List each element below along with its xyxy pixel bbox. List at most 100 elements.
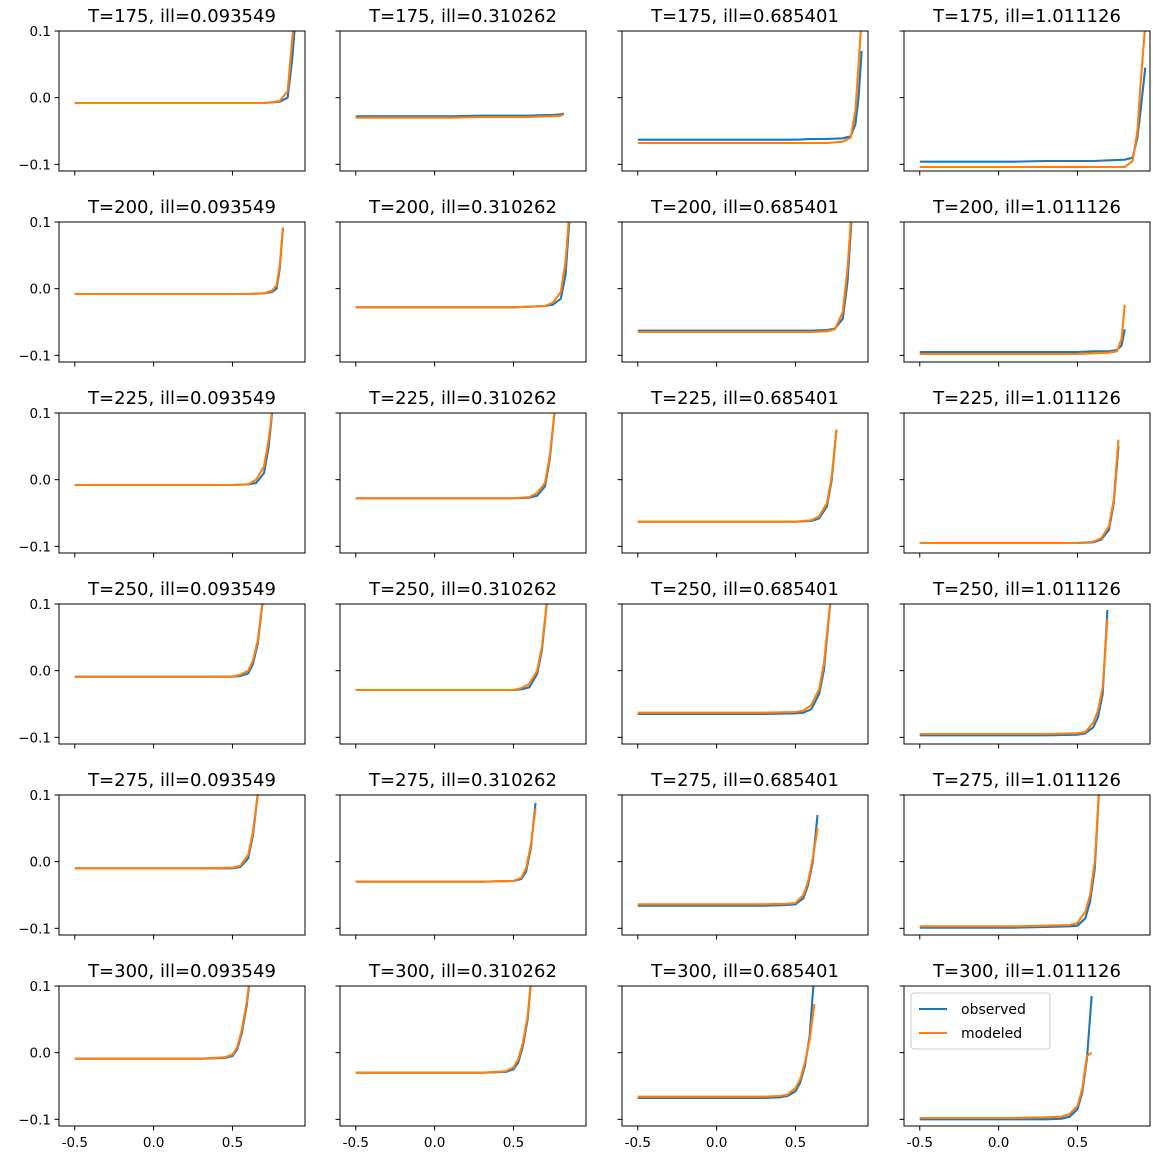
- x-tick-label: 0.5: [785, 1135, 806, 1151]
- subplot-title: T=175, ill=0.310262: [368, 6, 557, 27]
- subplot-title: T=175, ill=1.011126: [932, 6, 1121, 27]
- subplot-2: T=175, ill=0.310262: [335, 6, 587, 176]
- axes-frame: [339, 30, 587, 172]
- series-line-observed: [637, 604, 832, 716]
- series-line-modeled: [919, 31, 1146, 169]
- series-line-observed: [74, 31, 296, 105]
- subplot-title: T=250, ill=1.011126: [932, 579, 1121, 600]
- axes-frame: [339, 603, 587, 745]
- series-line-modeled: [355, 986, 532, 1074]
- axes-frame: [58, 794, 306, 936]
- x-tick-label: 0.0: [706, 1135, 727, 1151]
- series-line-modeled: [637, 222, 852, 334]
- series-line-observed: [637, 814, 819, 907]
- axes-frame: [58, 603, 306, 745]
- axes-frame: [58, 412, 306, 554]
- axes-frame: [903, 221, 1151, 363]
- series-line-observed: [637, 429, 838, 523]
- series-line-modeled: [355, 604, 548, 692]
- subplot-title: T=225, ill=0.093549: [87, 388, 276, 409]
- series-line-modeled: [919, 1051, 1093, 1120]
- subplot-title: T=200, ill=0.685401: [650, 197, 839, 218]
- subplot-24: T=300, ill=1.011126 -0.5 0.0 0.5 observed mod…: [899, 961, 1151, 1151]
- series-line-observed: [74, 413, 274, 487]
- series-line-modeled: [355, 808, 537, 883]
- axes-frame: [621, 603, 869, 745]
- subplot-title: T=300, ill=0.685401: [650, 961, 839, 982]
- y-tick-label: 0.1: [30, 215, 51, 231]
- series-line-observed: [355, 604, 548, 692]
- series-line-modeled: [637, 31, 862, 145]
- axes-frame: [621, 221, 869, 363]
- y-tick-label: −0.1: [18, 539, 51, 555]
- y-tick-label: 0.0: [30, 473, 51, 489]
- series-line-modeled: [74, 795, 259, 870]
- y-tick-label: 0.1: [30, 597, 51, 613]
- series-line-modeled: [74, 227, 284, 296]
- subplot-7: T=200, ill=0.685401: [617, 197, 869, 367]
- subplot-15: T=250, ill=0.685401: [617, 579, 869, 749]
- axes-frame: [58, 221, 306, 363]
- subplot-title: T=200, ill=0.093549: [87, 197, 276, 218]
- y-tick-label: −0.1: [18, 348, 51, 364]
- series-line-modeled: [919, 439, 1120, 545]
- subplot-title: T=175, ill=0.685401: [650, 6, 839, 27]
- subplot-title: T=275, ill=0.685401: [650, 770, 839, 791]
- series-line-observed: [355, 986, 532, 1074]
- y-tick-label: 0.1: [30, 979, 51, 995]
- subplot-20: T=275, ill=1.011126: [899, 770, 1151, 940]
- subplot-21: T=300, ill=0.093549 −0.1 0.0 0.1 -0.5 0.0 0.5: [18, 961, 306, 1151]
- series-line-modeled: [919, 618, 1109, 736]
- series-line-modeled: [355, 413, 556, 500]
- legend: observed modeled: [910, 992, 1051, 1050]
- subplot-title: T=275, ill=0.093549: [87, 770, 276, 791]
- subplot-title: T=300, ill=0.310262: [368, 961, 557, 982]
- series-line-modeled: [74, 604, 264, 678]
- axes-frame: [903, 985, 1151, 1127]
- y-tick-label: −0.1: [18, 1112, 51, 1128]
- subplot-23: T=300, ill=0.685401 -0.5 0.0 0.5: [617, 961, 869, 1151]
- series-line-observed: [919, 609, 1109, 737]
- y-tick-label: 0.1: [30, 788, 51, 804]
- axes-frame: [339, 412, 587, 554]
- series-line-observed: [919, 795, 1100, 929]
- subplot-title: T=300, ill=0.093549: [87, 961, 276, 982]
- x-tick-label: -0.5: [625, 1135, 651, 1151]
- y-tick-label: 0.0: [30, 282, 51, 298]
- subplot-1: T=175, ill=0.093549 −0.1 0.0 0.1: [18, 6, 306, 176]
- y-tick-label: 0.0: [30, 664, 51, 680]
- axes-frame: [339, 985, 587, 1127]
- axes-frame: [58, 30, 306, 172]
- axes-frame: [339, 221, 587, 363]
- series-line-observed: [919, 329, 1126, 354]
- subplot-19: T=275, ill=0.685401: [617, 770, 869, 940]
- series-line-observed: [74, 228, 284, 296]
- series-line-modeled: [74, 31, 294, 105]
- subplot-title: T=250, ill=0.310262: [368, 579, 557, 600]
- series-line-modeled: [637, 1003, 816, 1098]
- axes-frame: [903, 412, 1151, 554]
- series-line-modeled: [74, 413, 273, 487]
- series-line-modeled: [637, 828, 819, 906]
- subplot-3: T=175, ill=0.685401: [617, 6, 869, 176]
- legend-label-observed: observed: [961, 1002, 1026, 1018]
- x-tick-label: 0.0: [988, 1135, 1009, 1151]
- series-line-observed: [637, 222, 853, 332]
- y-tick-label: −0.1: [18, 157, 51, 173]
- x-tick-label: -0.5: [907, 1135, 933, 1151]
- y-tick-label: −0.1: [18, 730, 51, 746]
- x-tick-label: 0.5: [222, 1135, 243, 1151]
- series-line-observed: [919, 446, 1120, 545]
- subplot-title: T=275, ill=0.310262: [368, 770, 557, 791]
- subplot-17: T=275, ill=0.093549 −0.1 0.0 0.1: [18, 770, 306, 940]
- legend-label-modeled: modeled: [961, 1026, 1022, 1042]
- axes-frame: [903, 603, 1151, 745]
- axes-frame: [621, 412, 869, 554]
- subplot-title: T=225, ill=1.011126: [932, 388, 1121, 409]
- series-line-modeled: [355, 222, 570, 309]
- subplot-title: T=200, ill=0.310262: [368, 197, 557, 218]
- subplot-5: T=200, ill=0.093549 −0.1 0.0 0.1: [18, 197, 306, 367]
- series-line-observed: [355, 802, 537, 883]
- axes-frame: [621, 30, 869, 172]
